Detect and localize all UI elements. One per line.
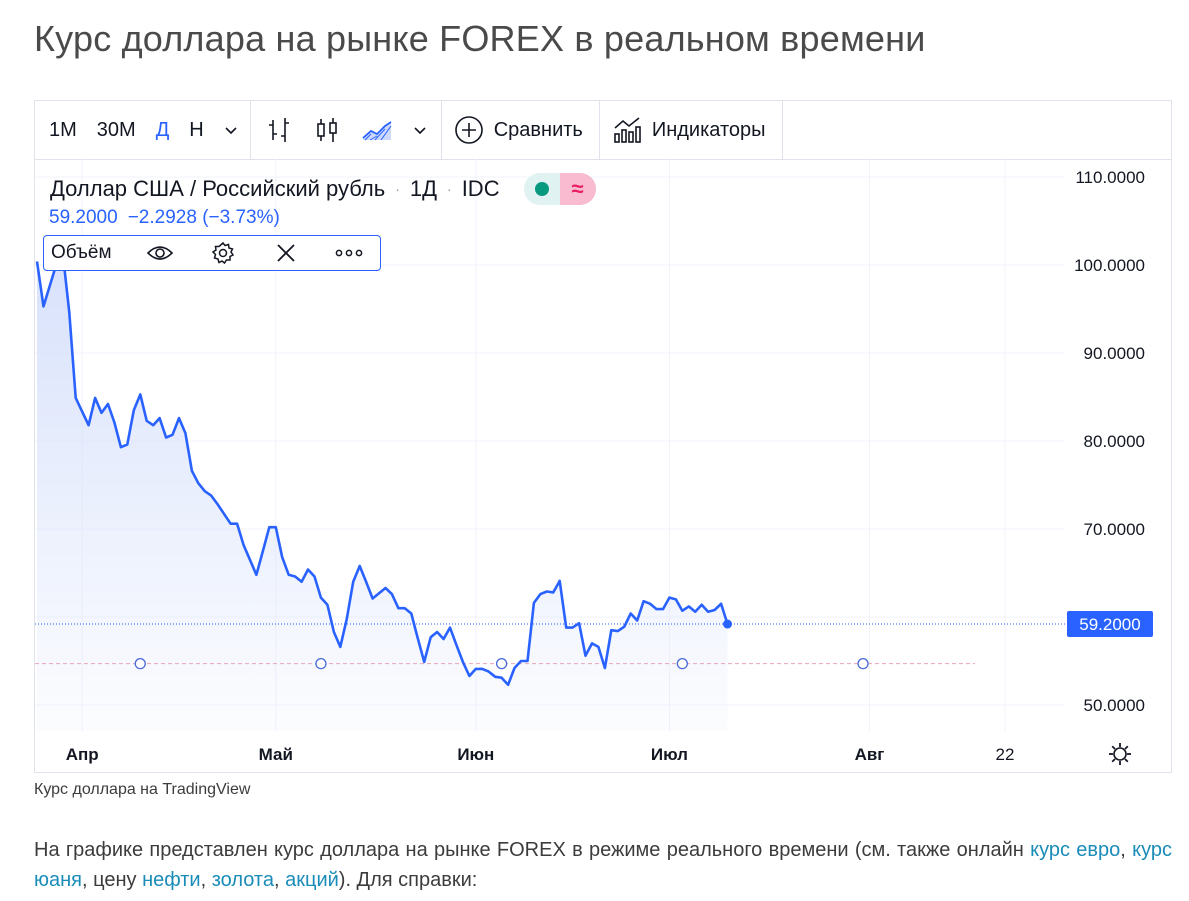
price-area [37, 253, 728, 731]
oil-price-link[interactable]: нефти [142, 869, 201, 891]
interval-group: 1М 30М Д Н [35, 101, 251, 159]
eye-icon[interactable] [129, 236, 192, 270]
indicators-label: Индикаторы [651, 118, 766, 141]
market-status-badge[interactable]: ≈ [523, 173, 596, 205]
price-chart[interactable]: 110.0000 100.0000 90.0000 80.0000 70.0000 50.… [35, 159, 1171, 773]
chart-style-group [251, 101, 442, 159]
page-title: Курс доллара на рынке FOREX в реальном в… [34, 18, 926, 59]
more-icon[interactable] [317, 236, 380, 270]
area-chart-icon[interactable] [351, 101, 403, 159]
x-tick-label: Июл [651, 745, 688, 764]
candlestick-icon[interactable] [303, 101, 351, 159]
legend-values: 59.2000 −2.2928 (−3.73%) [49, 207, 280, 229]
volume-legend[interactable]: Объём [43, 235, 381, 271]
indicators-icon [612, 115, 642, 145]
chart-legend-title: Доллар США / Российский рубль · 1Д · IDC… [50, 173, 596, 205]
chevron-down-icon[interactable] [403, 101, 437, 159]
yuan-rate-link[interactable]: курс юаня [34, 839, 1172, 891]
price-line [35, 252, 729, 687]
x-tick-label: Июн [457, 745, 494, 764]
last-price-label: 59.2000 [1079, 615, 1140, 634]
description-paragraph: На графике представлен курс доллара на р… [34, 839, 1172, 891]
stocks-link[interactable]: акций [285, 869, 339, 891]
tradingview-widget: 1М 30М Д Н [34, 100, 1172, 773]
settings-gear-icon[interactable] [1109, 743, 1131, 765]
legend-change: −2.2928 (−3.73%) [127, 207, 280, 228]
interval-week-button[interactable]: Н [189, 118, 204, 141]
y-tick-label: 100.0000 [1074, 256, 1145, 275]
last-price-dot [723, 619, 733, 629]
euro-rate-link[interactable]: курс евро [1030, 839, 1121, 861]
x-tick-label: Авг [855, 745, 885, 764]
gold-price-link[interactable]: золота [211, 869, 274, 891]
y-tick-label: 70.0000 [1084, 520, 1145, 539]
volume-label: Объём [51, 242, 112, 263]
market-open-icon [524, 182, 560, 196]
symbol-name[interactable]: Доллар США / Российский рубль [50, 176, 386, 201]
chevron-down-icon[interactable] [214, 101, 248, 159]
indicators-button[interactable]: Индикаторы [600, 101, 782, 159]
event-marker-icon [857, 657, 869, 670]
legend-interval: 1Д [409, 176, 438, 201]
last-price-badge [1067, 611, 1153, 638]
bar-chart-icon[interactable] [255, 101, 303, 159]
legend-source: IDC [461, 176, 500, 201]
event-marker-icon [134, 657, 146, 670]
gear-icon[interactable] [192, 236, 255, 270]
compare-group: Сравнить [442, 101, 600, 159]
event-marker-icon [495, 657, 508, 670]
y-tick-label: 80.0000 [1084, 432, 1145, 451]
x-tick-label: Апр [66, 745, 99, 764]
event-marker-icon [676, 657, 688, 670]
y-tick-label: 110.0000 [1075, 168, 1145, 187]
indicators-group: Индикаторы [600, 101, 783, 159]
compare-button[interactable]: Сравнить [442, 101, 599, 159]
y-tick-label: 90.0000 [1084, 344, 1145, 363]
interval-day-button[interactable]: Д [155, 118, 170, 141]
event-marker-icon [315, 657, 327, 670]
plus-circle-icon [454, 115, 484, 145]
delayed-data-icon: ≈ [559, 173, 596, 205]
chart-toolbar: 1М 30М Д Н [35, 101, 1171, 160]
interval-1m-button[interactable]: 1М [49, 118, 77, 141]
y-tick-label: 50.0000 [1084, 696, 1145, 715]
x-tick-label: 22 [996, 745, 1015, 764]
close-icon[interactable] [254, 236, 317, 270]
interval-30m-button[interactable]: 30М [96, 118, 136, 141]
legend-price: 59.2000 [49, 207, 118, 228]
compare-label: Сравнить [493, 118, 583, 141]
x-tick-label: Май [259, 745, 293, 764]
chart-caption: Курс доллара на TradingView [34, 781, 251, 798]
